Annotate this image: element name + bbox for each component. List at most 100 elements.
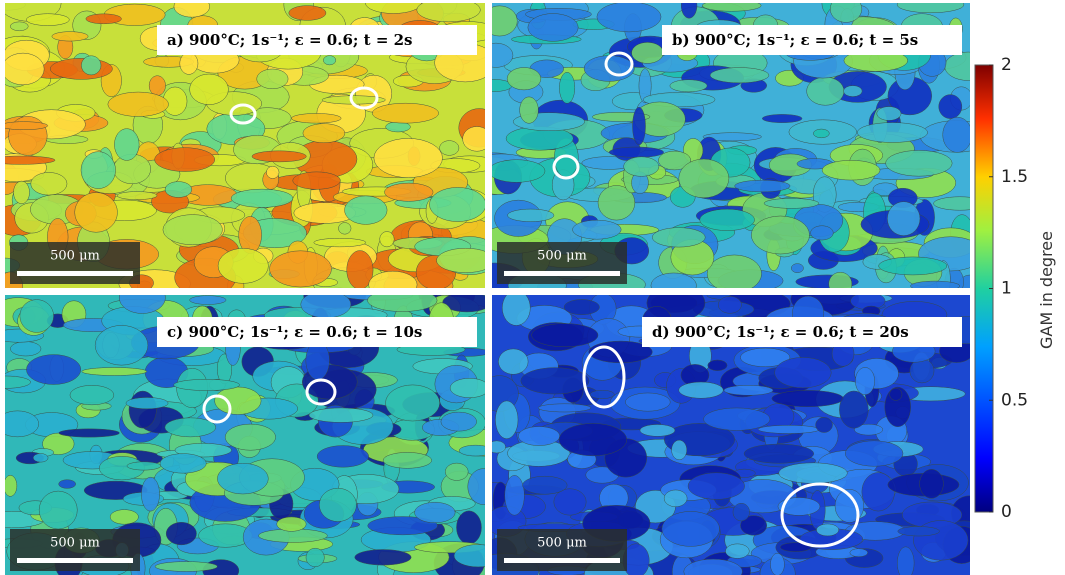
grain [14,181,30,204]
grain [733,503,750,521]
grain [95,325,148,365]
micrograph: d) 900°C; 1s⁻¹; ε = 0.6; t = 20s500 μm [468,283,992,575]
grain [266,166,279,178]
grain [108,92,169,116]
grain [2,53,44,85]
grain [939,95,962,119]
grain [338,223,351,235]
grain [890,388,902,400]
grain [816,524,838,536]
grain [303,124,345,143]
grain [217,463,268,494]
grain [4,475,17,496]
tick-label: 0.5 [1001,390,1028,410]
grain [507,209,553,222]
grain [633,107,646,145]
scale-bar [17,558,133,563]
grain [31,172,67,195]
grain [488,160,545,183]
grain [149,76,165,96]
grain [744,444,814,463]
scale-bar [504,271,620,276]
grain [355,550,411,566]
grain [877,107,901,121]
grain [559,72,574,103]
grain [59,429,120,437]
panel-label: b) 900°C; 1s⁻¹; ε = 0.6; t = 5s [672,31,918,49]
grain [857,123,927,143]
grain [293,172,341,189]
grain [521,368,589,394]
grain [662,511,720,546]
grain [306,548,324,567]
grain [10,342,41,356]
grain [855,367,874,394]
grain [839,391,868,428]
grain [165,182,192,198]
grain [886,150,953,176]
grain [163,215,223,245]
grain [943,117,972,152]
scale-bar-label: 500 μm [50,536,100,551]
grain [165,418,216,437]
grain [518,427,560,446]
grain [758,425,819,433]
grain [81,152,116,189]
figure: a) 900°C; 1s⁻¹; ε = 0.6; t = 2s500 μm b) … [0,0,1065,575]
grain [0,411,39,437]
scale-bar-label: 500 μm [537,249,587,264]
grain [862,473,895,512]
grain [762,114,802,122]
grain [710,68,769,83]
grain [672,440,687,460]
grain [155,148,215,172]
grain [129,391,156,428]
grain [385,183,434,201]
grain [301,291,351,318]
grain [850,549,868,557]
grain [564,299,599,314]
grain [26,355,80,385]
grain [319,488,356,521]
grain [160,454,206,474]
grain [652,228,705,247]
grain [573,220,622,239]
grain [372,103,438,123]
grain [374,138,443,177]
grain [50,58,112,79]
grain [700,209,755,231]
grain [383,452,432,468]
grain [70,385,114,405]
grain [459,445,492,456]
grain [764,198,819,208]
colorbar-title: GAM in degree [1037,231,1056,349]
grain [10,22,28,31]
grain [779,463,848,484]
grain [816,417,833,432]
grain [775,357,832,388]
grain [559,423,627,455]
grain [708,360,727,371]
grain [879,257,947,275]
grain [75,193,118,233]
grain [507,67,541,89]
grain [126,397,168,408]
grain [33,453,48,462]
grain [190,296,226,305]
grain [141,477,159,511]
grain [498,349,528,374]
grain [910,281,959,291]
grain [735,180,790,192]
grain [445,463,468,480]
grain [624,157,659,177]
grain [225,424,275,450]
grain [724,385,773,395]
scale-bar [17,271,133,276]
grain [450,378,489,397]
grain [609,147,663,157]
grain [289,6,326,21]
grain [482,6,517,36]
grain [625,393,670,411]
